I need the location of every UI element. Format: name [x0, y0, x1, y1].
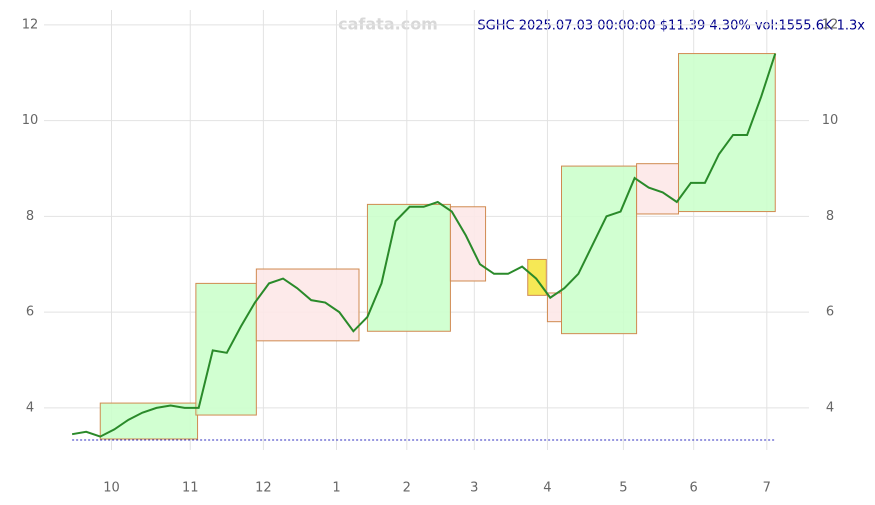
x-tick-label: 11	[182, 481, 199, 496]
zone	[636, 163, 679, 215]
x-tick-label: 12	[255, 481, 272, 496]
x-tick-label: 2	[403, 481, 411, 496]
price-line	[71, 53, 777, 438]
x-tick-label: 6	[690, 481, 698, 496]
y-tick-label: 4	[26, 400, 34, 415]
y-tick-label: 6	[26, 305, 34, 320]
zone	[195, 282, 257, 416]
y-tick-label: 8	[26, 209, 34, 224]
y-tick-label-right: 4	[826, 400, 834, 415]
watermark: cafata.com	[338, 15, 438, 34]
zone	[255, 268, 360, 342]
y-tick-label-right: 6	[826, 305, 834, 320]
x-tick-label: 7	[763, 481, 771, 496]
zone	[678, 53, 776, 213]
zone	[99, 402, 199, 440]
x-tick-label: 4	[543, 481, 551, 496]
zone	[561, 165, 638, 335]
x-tick-label: 10	[103, 481, 120, 496]
x-tick-label: 5	[619, 481, 627, 496]
chart-title: SGHC 2025.07.03 00:00:00 $11.39 4.30% vo…	[477, 19, 865, 34]
y-tick-label: 12	[22, 17, 39, 32]
x-tick-label: 3	[470, 481, 478, 496]
zone	[366, 203, 451, 332]
y-tick-label-right: 8	[826, 209, 834, 224]
y-tick-label-right: 10	[822, 113, 839, 128]
y-tick-label-right: 12	[822, 17, 839, 32]
y-tick-label: 10	[22, 113, 39, 128]
x-tick-label: 1	[332, 481, 340, 496]
